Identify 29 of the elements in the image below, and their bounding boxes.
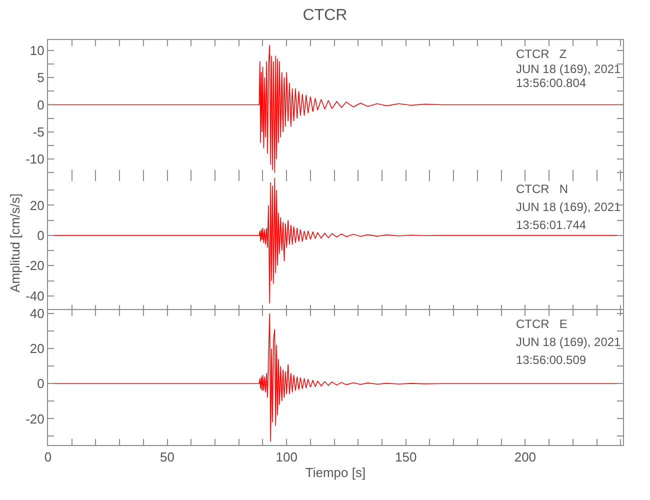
annotation: CTCR N xyxy=(516,182,568,196)
y-tick-label: 20 xyxy=(30,341,44,356)
y-tick-label: 0 xyxy=(37,97,44,112)
x-tick-label: 200 xyxy=(514,450,536,465)
annotation: JUN 18 (169), 2021 xyxy=(516,200,622,214)
y-tick-label: -40 xyxy=(26,288,44,304)
y-tick-label: 0 xyxy=(37,228,44,243)
y-tick-label: 5 xyxy=(37,70,44,86)
x-tick-label: 150 xyxy=(395,450,417,465)
annotation: 13:56:00.804 xyxy=(516,76,586,90)
y-tick-label: -5 xyxy=(32,124,44,140)
y-tick-label: 40 xyxy=(30,306,44,322)
y-tick-label: -10 xyxy=(26,152,44,167)
y-tick-label: 20 xyxy=(30,198,44,213)
y-tick-label: 0 xyxy=(37,376,44,392)
x-axis-title: Tiempo [s] xyxy=(305,465,366,480)
x-tick-label: 100 xyxy=(276,450,298,465)
y-tick-label: 10 xyxy=(30,42,44,58)
y-axis-title: Amplitud [cm/s/s] xyxy=(8,194,23,292)
y-tick-label: -20 xyxy=(26,411,44,426)
chart-title: CTCR xyxy=(302,7,348,24)
y-tick-label: -20 xyxy=(26,258,44,274)
annotation: JUN 18 (169), 2021 xyxy=(516,62,622,76)
annotation: CTCR Z xyxy=(516,47,567,61)
x-tick-label: 50 xyxy=(160,450,175,465)
annotation: JUN 18 (169), 2021 xyxy=(516,335,622,349)
annotation: 13:56:00.509 xyxy=(516,353,586,367)
annotation: 13:56:01.744 xyxy=(516,218,586,232)
annotation: CTCR E xyxy=(516,317,568,331)
